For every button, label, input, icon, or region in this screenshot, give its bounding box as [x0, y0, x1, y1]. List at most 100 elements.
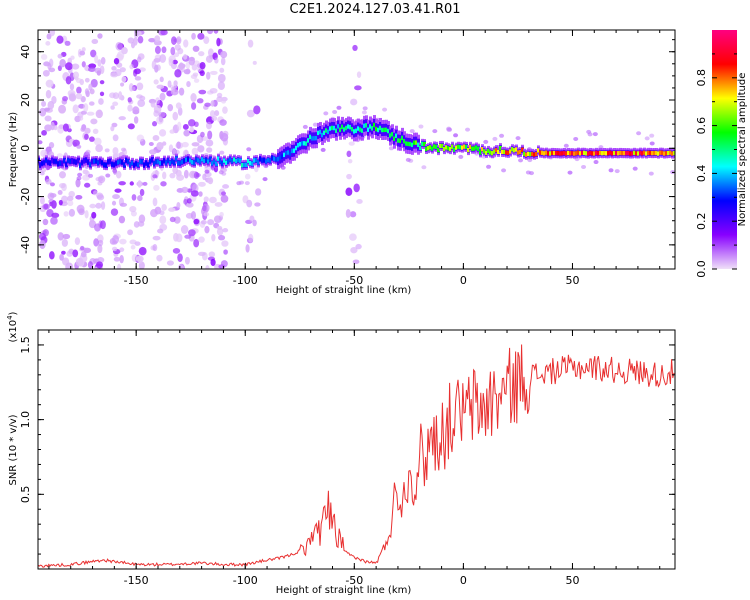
spectrogram-speck: [49, 182, 55, 187]
spectrogram-noise-speck: [216, 225, 223, 230]
spectrogram-noise-speck: [220, 50, 228, 59]
spectrogram-noise-speck: [171, 86, 176, 93]
ridge-core: [261, 158, 264, 163]
ridge-core: [165, 160, 168, 165]
ridge-core: [199, 159, 202, 164]
spectrogram-noise-speck: [45, 89, 52, 99]
spectrogram-noise-speck: [118, 181, 126, 186]
spectrogram-noise-speck: [219, 119, 227, 126]
ridge-core: [621, 150, 624, 156]
spectrogram-noise-speck: [184, 256, 190, 265]
ridge-core: [117, 160, 120, 165]
ridge-core: [265, 159, 268, 164]
spectrogram-speck: [320, 147, 326, 152]
spectrogram-noise-speck: [186, 202, 194, 208]
spectrogram-speck: [421, 165, 427, 170]
spectrogram-noise-speck: [127, 97, 132, 103]
spectrogram-noise-speck: [171, 36, 177, 45]
ridge-core: [229, 157, 232, 162]
spectrogram-noise-speck: [168, 207, 176, 212]
colorbar-tick-label: 0.4: [695, 165, 708, 183]
spectrogram-noise-speck: [211, 233, 216, 242]
spectrogram-speck: [388, 146, 394, 151]
spectrogram-noise-speck: [345, 208, 351, 218]
ridge-core: [295, 145, 298, 151]
spectrogram-speck: [262, 177, 268, 182]
spectrogram-noise-speck: [205, 265, 210, 269]
spectrogram-noise-speck: [221, 240, 229, 247]
ridge-core: [239, 158, 242, 163]
spectrogram-noise-speck: [90, 118, 98, 125]
spectrogram-noise-speck: [191, 102, 197, 110]
spectrogram-noise-speck: [98, 98, 104, 105]
ridge-core: [177, 160, 180, 166]
ridge-core: [477, 146, 480, 151]
spectrogram-noise-speck: [85, 90, 90, 98]
ridge-core: [435, 144, 438, 150]
spectrogram-noise-speck: [111, 246, 118, 252]
y-tick-label: 0.5: [19, 486, 32, 504]
spectrogram-noise-speck: [45, 178, 52, 185]
snr-scale-base: (x10: [8, 320, 19, 343]
spectrogram-noise-speck: [88, 101, 95, 106]
spectrogram-noise-speck: [184, 234, 192, 239]
ridge-core: [349, 124, 352, 130]
spectrogram-noise-speck: [190, 190, 199, 197]
spectrogram-noise-speck: [218, 264, 226, 269]
spectrogram-noise-speck: [100, 201, 106, 210]
spectrogram-noise-speck: [121, 76, 127, 83]
spectrogram-noise-speck: [129, 205, 137, 213]
ridge-core: [149, 159, 152, 164]
spectrogram-noise-speck: [136, 82, 144, 91]
spectrogram-noise-speck: [72, 139, 80, 147]
spectrogram-noise-speck: [217, 73, 226, 83]
ridge-core: [659, 150, 662, 155]
ridge-core: [215, 161, 218, 166]
spectrogram-noise-speck: [137, 180, 142, 188]
spectrogram-noise-speck: [160, 181, 167, 187]
spectrogram-noise-speck: [51, 212, 60, 218]
spectrogram-noise-speck: [66, 250, 73, 257]
ridge-core: [467, 147, 470, 153]
ridge-core: [87, 159, 90, 165]
ridge-core: [377, 127, 380, 133]
ridge-core: [131, 160, 134, 166]
spectrogram-noise-speck: [98, 175, 106, 184]
ridge-core: [93, 159, 96, 164]
spectrogram-noise-speck: [42, 69, 50, 77]
spectrogram-noise-speck: [154, 64, 159, 73]
spectrogram-noise-speck: [200, 131, 205, 138]
ridge-core: [641, 151, 644, 156]
spectrogram-noise-speck: [158, 111, 166, 118]
spectrogram-noise-speck: [138, 246, 147, 256]
snr-panel: -150 -100 -50 0 50 0.5 1.0 1.5 Height of straigh…: [6, 311, 676, 596]
ridge-core: [407, 141, 410, 147]
ridge-core: [409, 141, 412, 147]
ridge-core: [111, 162, 114, 167]
ridge-core: [379, 125, 382, 131]
spectrogram-speck: [302, 124, 308, 129]
spectrogram-noise-speck: [181, 141, 189, 148]
spectrogram-noise-speck: [169, 172, 176, 179]
ridge-core: [601, 151, 604, 156]
spectrogram-noise-speck: [209, 110, 216, 118]
ridge-core: [523, 151, 526, 156]
spectrogram-noise-speck: [169, 216, 176, 223]
ridge-core: [403, 139, 406, 144]
spectrogram-noise-speck: [50, 121, 55, 131]
spectrogram-noise-speck: [56, 153, 63, 159]
ridge-core: [181, 159, 184, 165]
spectrogram-noise-speck: [185, 61, 191, 70]
ridge-core: [249, 160, 252, 166]
spectrogram-noise-speck: [223, 249, 228, 255]
ridge-core: [203, 158, 206, 163]
ridge-core: [105, 162, 108, 168]
spectrogram-noise-speck: [186, 80, 191, 88]
spectrogram-speck: [405, 157, 411, 162]
spectrogram-noise-speck: [217, 81, 225, 91]
spectrogram-noise-speck: [255, 188, 262, 196]
ridge-core: [605, 151, 608, 156]
ridge-core: [375, 126, 378, 132]
x-tick-label: -50: [345, 274, 363, 287]
spectrogram-noise-speck: [112, 92, 120, 100]
